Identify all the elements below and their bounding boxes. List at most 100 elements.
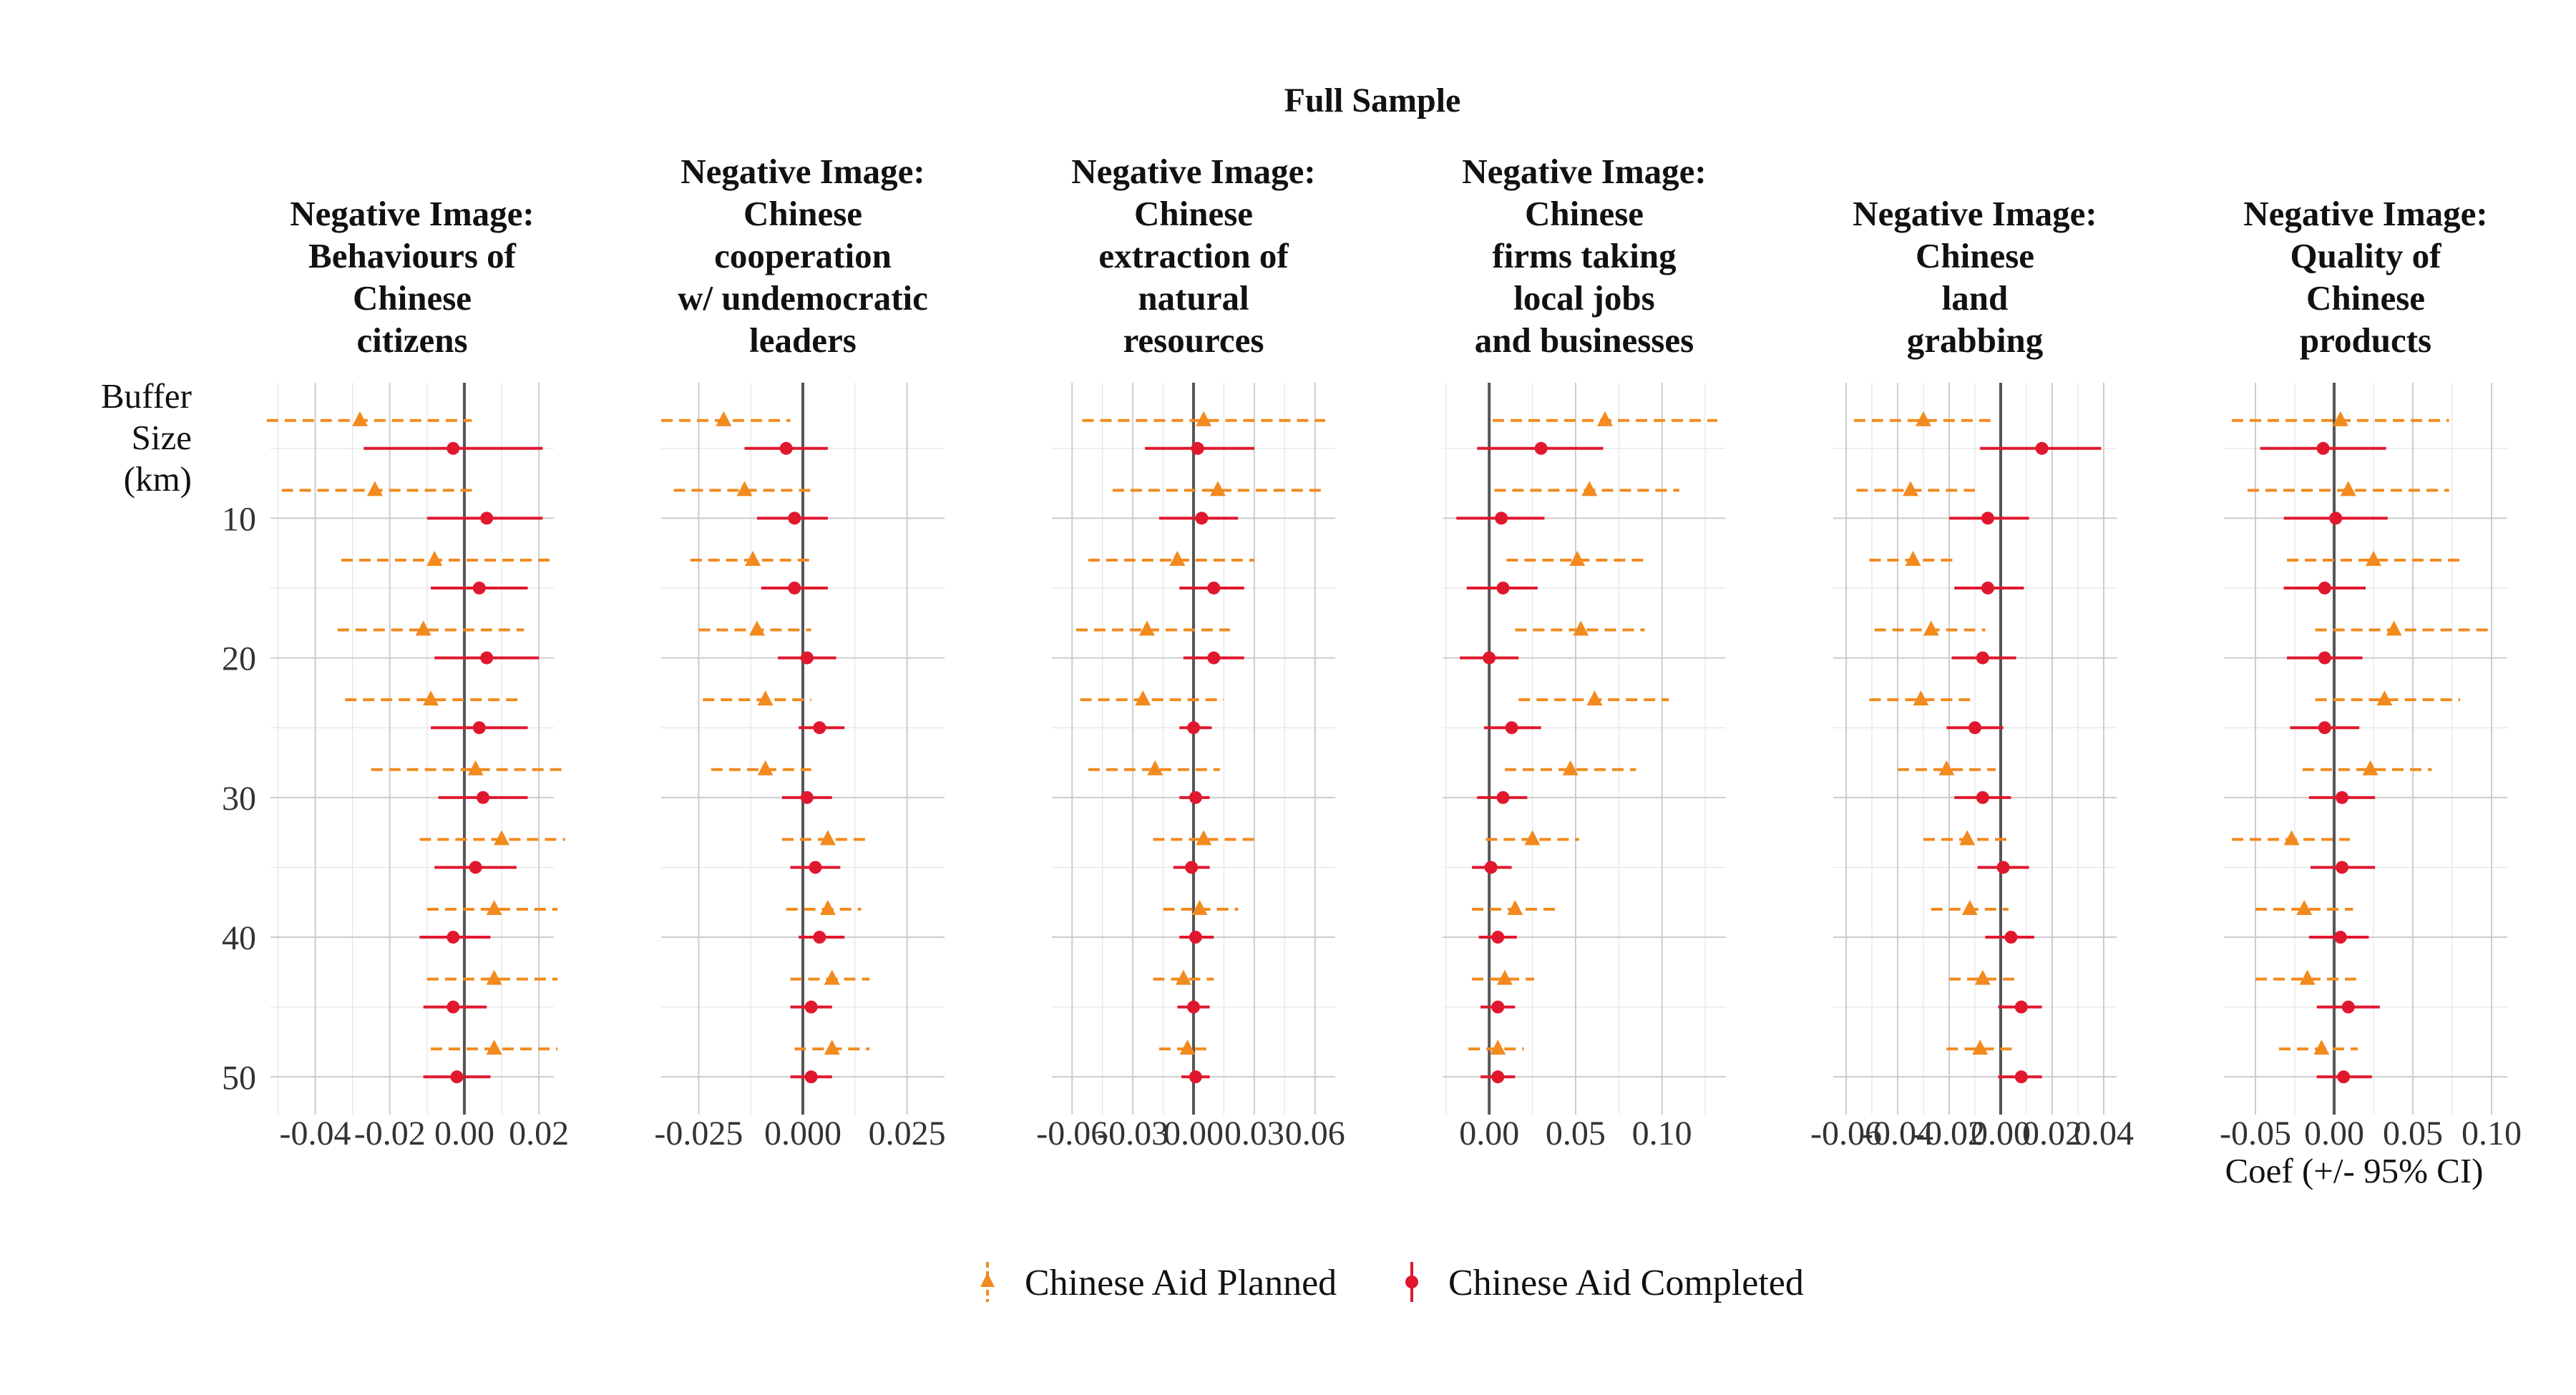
completed-point <box>2318 581 2331 594</box>
y-axis-title-line: (km) <box>124 459 192 499</box>
planned-point <box>1913 690 1929 706</box>
completed-point <box>469 861 482 874</box>
x-tick-label: -0.02 <box>1913 1115 1985 1152</box>
x-tick-label: 0.10 <box>1632 1115 1692 1152</box>
facet-title-line: citizens <box>356 320 467 360</box>
completed-point <box>1491 1070 1505 1084</box>
facet-title-line: Chinese <box>1916 236 2034 275</box>
planned-point <box>2283 830 2300 846</box>
completed-point <box>1189 931 1202 944</box>
planned-point <box>819 830 836 846</box>
planned-point <box>819 900 836 916</box>
planned-point <box>1196 830 1212 846</box>
planned-point <box>1974 969 1991 985</box>
planned-point <box>1961 900 1978 916</box>
planned-point <box>2313 1039 2330 1055</box>
planned-point <box>1562 760 1579 775</box>
completed-point <box>809 861 822 874</box>
planned-point <box>757 690 774 706</box>
y-tick-label: 40 <box>222 919 256 957</box>
planned-point <box>415 620 431 636</box>
planned-point <box>1496 969 1513 985</box>
planned-point <box>736 481 753 496</box>
completed-point <box>1491 931 1505 944</box>
completed-point <box>1505 721 1518 735</box>
facet-title-line: firms taking <box>1492 236 1677 275</box>
completed-point <box>1534 441 1548 455</box>
x-tick-label: -0.04 <box>1862 1115 1933 1152</box>
facet-title-line: Negative Image: <box>1853 194 2097 233</box>
facet-title-line: cooperation <box>714 236 892 275</box>
x-tick-label: 0.025 <box>869 1115 946 1152</box>
completed-point <box>1968 721 1981 735</box>
planned-point <box>824 969 840 985</box>
x-tick-label: -0.025 <box>654 1115 743 1152</box>
facet-title-line: Negative Image: <box>1071 152 1316 191</box>
completed-point <box>2336 790 2348 804</box>
y-tick-label: 50 <box>222 1059 256 1097</box>
facet-title-line: natural <box>1138 278 1249 318</box>
facet-title-line: extraction of <box>1098 236 1289 275</box>
completed-point <box>1491 1000 1505 1014</box>
legend-key-triangle <box>980 1273 995 1287</box>
planned-point <box>1524 830 1541 846</box>
planned-point <box>1586 690 1603 706</box>
planned-point <box>1596 411 1613 426</box>
facet-title-line: Chinese <box>1134 194 1253 233</box>
planned-point <box>2366 550 2381 566</box>
completed-point <box>813 721 826 735</box>
completed-point <box>1207 651 1221 665</box>
x-tick-label: 0.05 <box>1546 1115 1606 1152</box>
completed-point <box>1187 1000 1200 1014</box>
planned-point <box>423 690 439 706</box>
planned-point <box>716 411 732 426</box>
legend-label: Chinese Aid Planned <box>1025 1263 1337 1303</box>
completed-point <box>804 1000 818 1014</box>
planned-point <box>1573 620 1589 636</box>
planned-point <box>1147 760 1163 775</box>
completed-point <box>472 721 486 735</box>
legend-item: Chinese Aid Completed <box>1405 1262 1804 1303</box>
facet-panel: Negative Image:Quality ofChineseproducts… <box>2220 194 2522 1152</box>
planned-point <box>1191 900 1208 916</box>
planned-point <box>1209 481 1226 496</box>
planned-point <box>745 550 761 566</box>
completed-point <box>447 931 460 944</box>
x-tick-label: 0.02 <box>2022 1115 2082 1152</box>
facet-title-line: local jobs <box>1513 278 1654 318</box>
planned-point <box>1135 690 1151 706</box>
completed-point <box>477 790 489 804</box>
completed-point <box>2337 1070 2351 1084</box>
y-tick-label: 10 <box>222 500 256 538</box>
planned-point <box>1938 760 1955 775</box>
planned-point <box>2340 481 2356 496</box>
facet-title-line: Chinese <box>743 194 862 233</box>
completed-point <box>1185 861 1199 874</box>
x-tick-label: -0.03 <box>1097 1115 1169 1152</box>
completed-point <box>1207 581 1221 594</box>
completed-point <box>2014 1000 2028 1014</box>
planned-point <box>1179 1039 1196 1055</box>
facet-title-line: Negative Image: <box>2243 194 2488 233</box>
planned-point <box>1959 830 1976 846</box>
completed-point <box>1189 790 1202 804</box>
facet-panels: Negative Image:Behaviours ofChinesecitiz… <box>222 152 2522 1152</box>
completed-point <box>1976 790 1989 804</box>
completed-point <box>1976 651 1989 665</box>
completed-point <box>1496 790 1510 804</box>
legend-label: Chinese Aid Completed <box>1448 1263 1804 1303</box>
facet-title-line: products <box>2300 320 2431 360</box>
completed-point <box>2318 651 2331 665</box>
completed-point <box>480 512 494 525</box>
planned-point <box>1196 411 1212 426</box>
y-axis-title-line: Buffer <box>101 376 192 416</box>
planned-point <box>2299 969 2316 985</box>
facet-title-line: Chinese <box>2306 278 2425 318</box>
x-tick-label: 0.03 <box>1224 1115 1284 1152</box>
completed-point <box>2329 512 2343 525</box>
planned-point <box>1916 411 1931 426</box>
planned-point <box>2362 760 2379 775</box>
completed-point <box>800 790 814 804</box>
planned-point <box>426 550 443 566</box>
